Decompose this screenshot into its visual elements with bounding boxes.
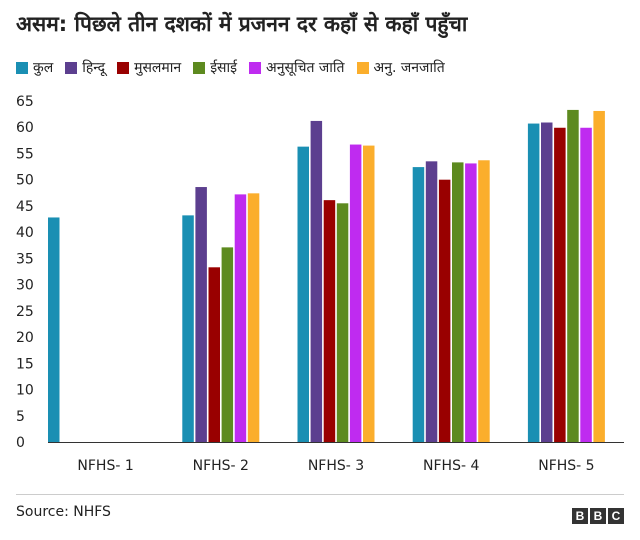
bar: [541, 122, 553, 443]
legend-label-hindu: हिन्दू: [82, 60, 106, 76]
legend-swatch-hindu: [65, 61, 78, 74]
legend-swatch-christian: [193, 61, 206, 74]
bar: [567, 109, 579, 442]
legend-swatch-sc: [249, 61, 262, 74]
legend-item-st: अनु. जनजाति: [356, 58, 445, 77]
bar: [48, 217, 60, 442]
y-tick-label: 60: [16, 120, 34, 136]
y-tick-label: 15: [16, 356, 34, 372]
bar: [310, 120, 323, 443]
bbc-logo-letter: C: [608, 508, 624, 524]
bar: [297, 146, 309, 442]
bar: [336, 203, 349, 442]
x-tick-label: NFHS- 5: [538, 458, 594, 474]
y-tick-label: 65: [16, 94, 34, 110]
bar: [195, 187, 207, 442]
y-tick-label: 20: [16, 330, 34, 346]
y-tick-label: 5: [16, 409, 25, 425]
legend-item-muslim: मुसलमान: [117, 58, 181, 77]
bbc-logo-letter: B: [590, 508, 606, 524]
chart-legend: कुल हिन्दू मुसलमान ईसाई अनुसूचित जाति अन…: [16, 58, 457, 77]
bar: [527, 123, 540, 442]
legend-item-total: कुल: [16, 58, 53, 77]
legend-label-total: कुल: [33, 60, 54, 76]
bar: [349, 144, 362, 442]
legend-item-hindu: हिन्दू: [65, 58, 105, 77]
legend-label-muslim: मुसलमान: [134, 60, 182, 76]
bar: [363, 145, 375, 442]
legend-swatch-st: [356, 61, 369, 74]
bar: [425, 161, 438, 442]
bar: [478, 160, 490, 442]
bar: [221, 247, 234, 442]
bar: [438, 179, 451, 442]
bar: [580, 127, 592, 443]
legend-label-st: अनु. जनजाति: [373, 60, 445, 76]
y-tick-label: 10: [16, 383, 34, 399]
bar: [323, 200, 336, 442]
x-tick-label: NFHS- 4: [423, 458, 479, 474]
bar: [208, 267, 220, 442]
bbc-logo-letter: B: [572, 508, 588, 524]
y-tick-label: 50: [16, 173, 34, 189]
bar-chart: 0 5 10 15 20 25 30 35 40 45 50 55 60 65 NFHS- 1 NFHS- 2…: [16, 94, 624, 474]
bar: [593, 110, 605, 443]
bar: [412, 167, 425, 442]
y-tick-label: 0: [16, 435, 25, 451]
bar: [554, 127, 566, 443]
legend-label-christian: ईसाई: [210, 60, 238, 76]
bbc-logo: B B C: [570, 508, 624, 524]
footer-divider: [16, 494, 624, 495]
y-tick-label: 25: [16, 304, 34, 320]
legend-label-sc: अनुसूचित जाति: [266, 60, 345, 76]
x-tick-label: NFHS- 2: [193, 458, 249, 474]
legend-swatch-total: [16, 61, 28, 74]
y-tick-label: 45: [16, 199, 34, 215]
bar: [247, 193, 260, 442]
source-note: Source: NHFS: [16, 504, 111, 520]
bar: [452, 162, 464, 442]
y-tick-label: 35: [16, 251, 34, 267]
legend-item-christian: ईसाई: [193, 58, 237, 77]
y-tick-label: 55: [16, 146, 34, 162]
x-tick-label: NFHS- 3: [308, 458, 364, 474]
chart-title: असम: पिछले तीन दशकों में प्रजनन दर कहाँ …: [16, 12, 468, 36]
bar: [182, 215, 194, 442]
x-tick-label: NFHS- 1: [77, 458, 133, 474]
legend-item-sc: अनुसूचित जाति: [249, 58, 345, 77]
legend-swatch-muslim: [117, 61, 130, 74]
y-tick-label: 40: [16, 225, 34, 241]
y-tick-label: 30: [16, 278, 34, 294]
bar: [465, 163, 477, 442]
bar: [234, 194, 247, 442]
